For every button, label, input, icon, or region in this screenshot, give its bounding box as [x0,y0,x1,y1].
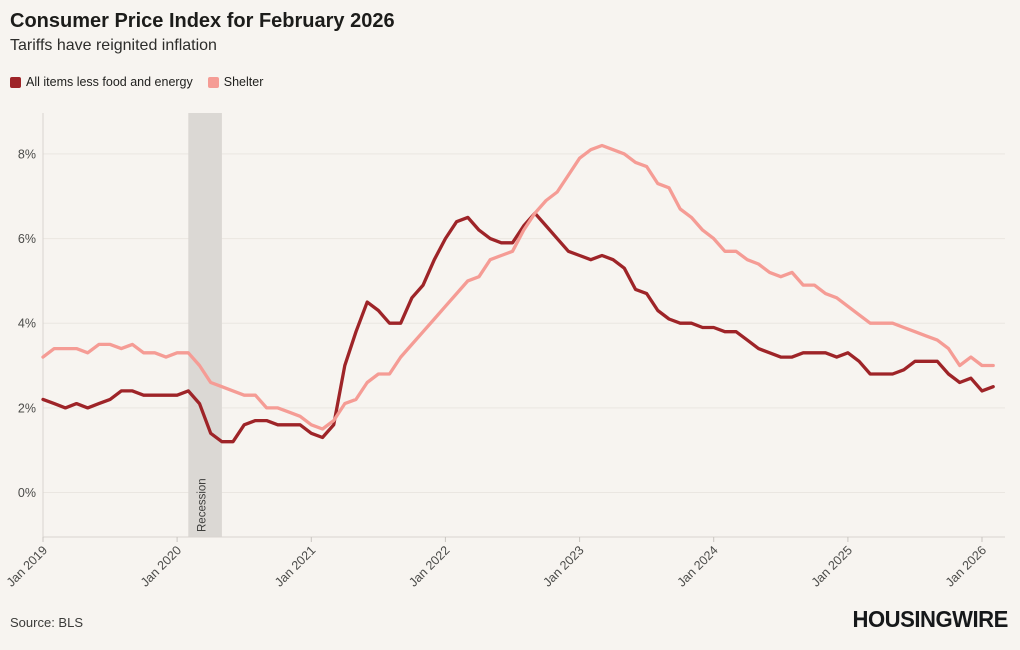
shelter-series-swatch [207,76,219,88]
y-axis-tick-label: 8% [18,147,36,161]
recession-band-label: Recession [196,478,208,532]
y-axis-tick-label: 6% [18,232,36,246]
x-axis-tick-label: Jan 2023 [540,543,586,589]
core-series-swatch [10,76,21,88]
recession-band [188,113,222,537]
legend-label-shelter: Shelter [223,75,264,89]
x-axis-tick-label: Jan 2019 [4,543,50,589]
source-note: Source: BLS [10,615,83,630]
x-axis-tick-label: Jan 2025 [809,543,855,589]
legend: All items less food and energy Shelter [10,75,263,89]
core-cpi-line [41,211,995,444]
page-subtitle: Tariffs have reignited inflation [10,37,217,54]
legend-item-shelter: Shelter [207,75,264,89]
x-axis-tick-label: Jan 2022 [406,543,452,589]
legend-label-core: All items less food and energy [26,75,193,89]
x-axis-tick-label: Jan 2026 [943,543,989,589]
legend-item-core: All items less food and energy [10,75,193,89]
y-axis-tick-label: 0% [18,486,36,500]
housingwire-logo: HOUSINGWIRE [852,606,1009,632]
page-title: Consumer Price Index for February 2026 [10,10,395,32]
cpi-line-chart: 0% 2% 4% 6% 8% Recession Jan 2019 Jan 2020 Jan 2… [4,113,1005,589]
y-axis-tick-label: 2% [18,401,36,415]
x-axis-tick-label: Jan 2021 [272,543,318,589]
shelter-line [41,143,995,431]
y-axis-tick-label: 4% [18,317,36,331]
x-axis-tick-label: Jan 2020 [138,543,184,589]
x-axis-tick-label: Jan 2024 [675,543,721,589]
